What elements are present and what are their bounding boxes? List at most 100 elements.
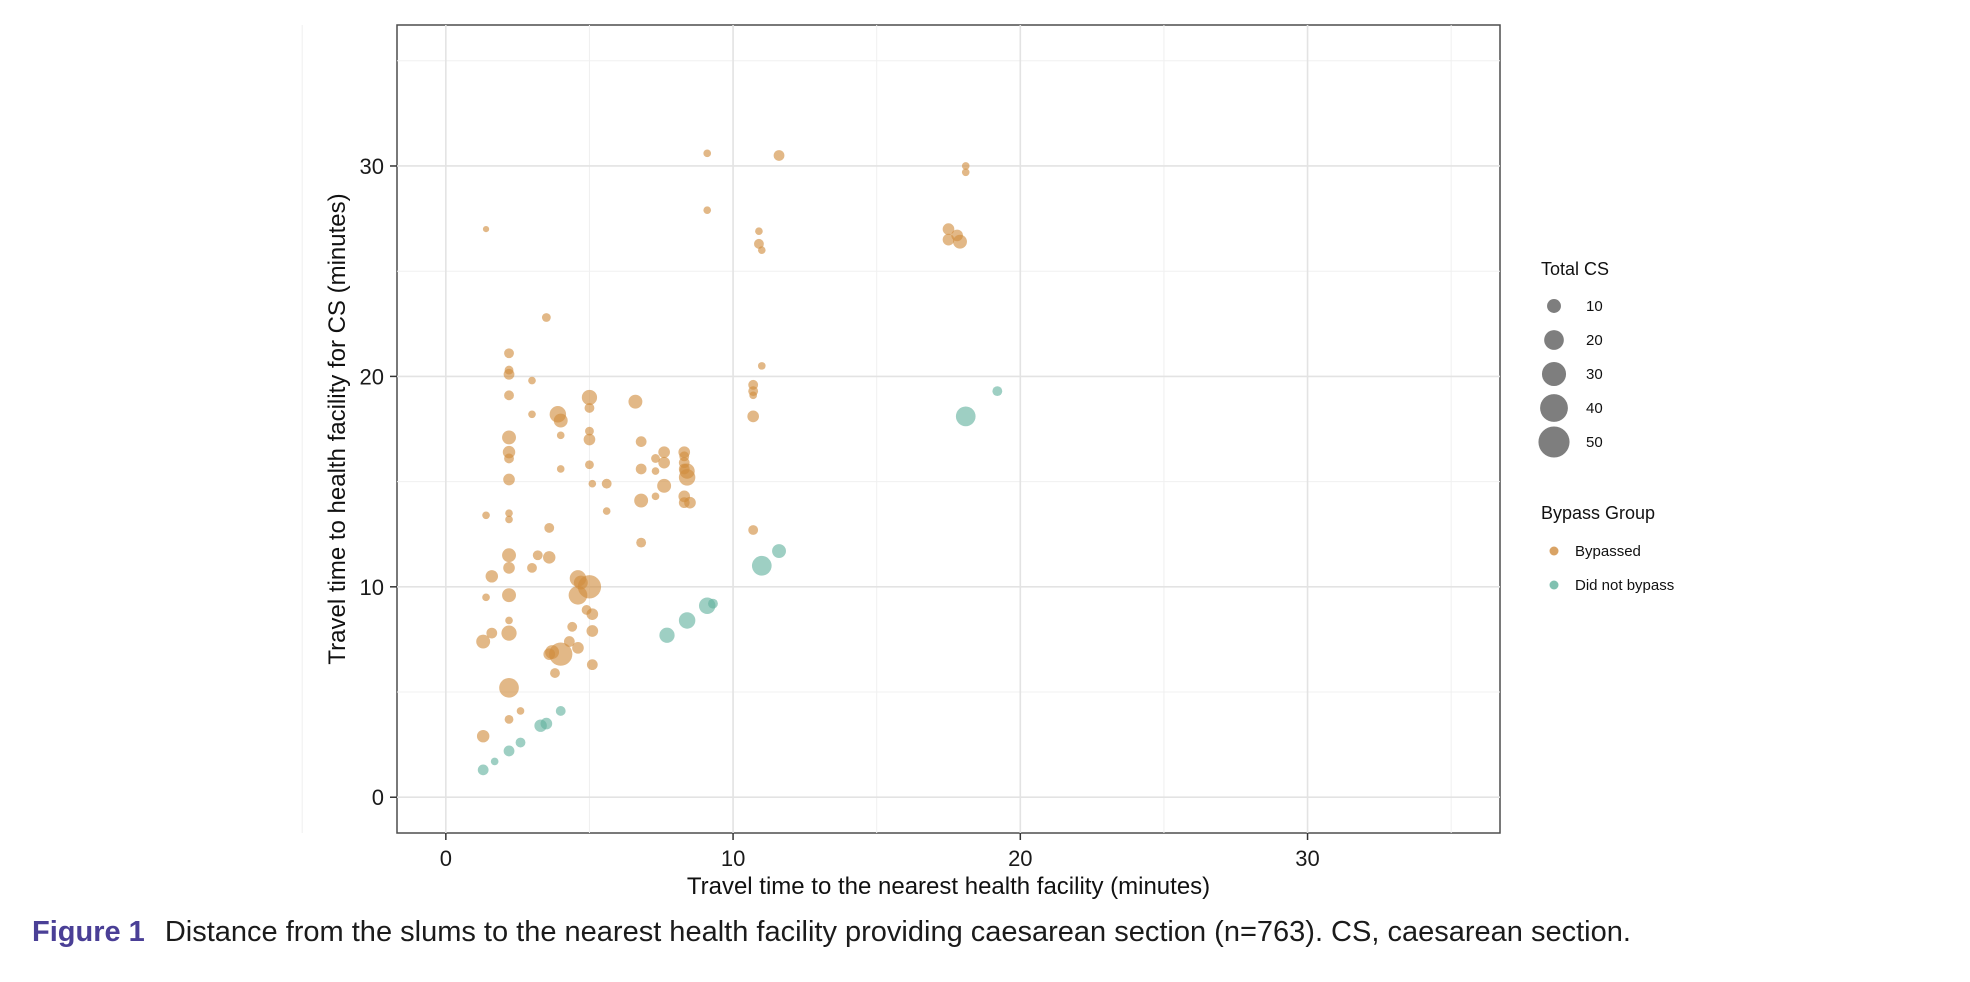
data-point — [749, 391, 757, 400]
size-legend-key — [1541, 361, 1567, 387]
data-point — [953, 234, 967, 249]
data-point — [502, 548, 516, 563]
data-point — [651, 467, 660, 475]
data-point — [585, 460, 594, 470]
y-axis-title: Travel time to health facility for CS (m… — [324, 193, 351, 664]
data-point — [544, 522, 555, 533]
data-point — [751, 555, 772, 576]
data-point — [754, 238, 764, 249]
data-point — [504, 348, 514, 359]
color-legend-label: Bypassed — [1575, 543, 1641, 560]
data-point — [504, 453, 514, 464]
data-point — [482, 593, 490, 602]
data-point — [505, 616, 513, 625]
data-point — [502, 430, 516, 445]
size-legend-key — [1538, 426, 1570, 458]
data-point — [678, 469, 696, 486]
data-point — [772, 544, 786, 558]
size-legend-title: Total CS — [1541, 259, 1609, 279]
data-point — [581, 389, 598, 406]
data-point — [602, 507, 611, 515]
data-point — [476, 634, 491, 649]
x-tick-label: 30 — [1295, 846, 1319, 871]
data-point — [748, 525, 759, 535]
data-point — [486, 627, 498, 639]
data-point — [502, 588, 516, 603]
axis-ticks: 0 10 20 30 0 10 20 30 — [360, 154, 1320, 871]
color-legend-label: Did not bypass — [1575, 577, 1674, 594]
color-legend-title: Bypass Group — [1541, 503, 1655, 523]
size-legend-label: 30 — [1586, 366, 1603, 383]
data-point — [747, 410, 759, 423]
data-point — [703, 206, 712, 214]
data-point — [657, 478, 672, 493]
data-point — [588, 479, 597, 488]
data-point — [961, 168, 970, 177]
data-point — [757, 246, 766, 254]
size-legend-label: 10 — [1586, 298, 1603, 315]
legend: Total CS 10 20 30 40 50 Bypass Group Bypassed Di… — [1538, 259, 1674, 594]
y-tick-label: 20 — [360, 364, 384, 389]
data-point — [678, 612, 696, 629]
data-point — [556, 465, 565, 473]
figure-caption: Figure 1 Distance from the slums to the n… — [32, 916, 1631, 949]
data-point — [634, 493, 649, 508]
data-point — [541, 313, 551, 322]
y-tick-label: 30 — [360, 154, 384, 179]
data-point — [505, 509, 513, 517]
size-legend-label: 20 — [1586, 332, 1603, 349]
data-point — [636, 537, 647, 548]
data-point — [955, 406, 976, 427]
data-point — [567, 621, 578, 632]
data-point — [651, 454, 660, 463]
x-tick-label: 10 — [721, 846, 745, 871]
size-legend-label: 50 — [1586, 434, 1603, 451]
data-point — [572, 642, 584, 654]
color-legend-key — [1549, 580, 1559, 590]
data-point — [485, 570, 499, 583]
data-point — [534, 719, 547, 732]
data-point — [527, 562, 537, 573]
scatter-chart: 0 10 20 30 0 10 20 30 Total CS 10 20 30 40 50 Bypass … — [301, 24, 1674, 900]
data-point — [504, 390, 514, 401]
data-point — [503, 368, 515, 380]
data-point — [585, 426, 594, 436]
data-point — [659, 627, 675, 643]
data-point — [628, 394, 643, 409]
data-point — [516, 707, 525, 715]
data-point — [658, 456, 670, 469]
data-point — [635, 463, 647, 475]
data-point — [543, 551, 556, 564]
grid-lines — [301, 25, 1500, 833]
size-legend-key — [1547, 299, 1561, 313]
data-point — [703, 149, 712, 158]
data-point — [773, 150, 785, 161]
data-point — [601, 478, 612, 489]
plot-panel — [396, 24, 1501, 834]
data-point — [528, 410, 536, 419]
data-point — [583, 433, 596, 446]
data-point — [499, 677, 519, 698]
data-point — [543, 648, 556, 660]
data-point — [586, 625, 599, 637]
data-point — [504, 714, 514, 724]
data-point — [490, 757, 499, 766]
data-point — [586, 659, 598, 671]
data-point — [503, 562, 515, 574]
data-point — [635, 436, 647, 448]
figure-caption-text: Distance from the slums to the nearest h… — [164, 916, 1631, 948]
data-points — [476, 149, 1003, 776]
data-point — [476, 729, 490, 743]
data-point — [550, 668, 560, 679]
figure-label: Figure 1 — [32, 916, 145, 948]
data-point — [684, 496, 696, 509]
data-point — [482, 511, 490, 520]
data-point — [505, 515, 513, 524]
data-point — [549, 642, 573, 666]
size-legend-key — [1540, 394, 1568, 422]
data-point — [568, 585, 588, 605]
color-legend-key — [1549, 546, 1559, 556]
size-legend-label: 40 — [1586, 400, 1603, 417]
x-tick-label: 0 — [440, 846, 452, 871]
data-point — [942, 233, 955, 246]
